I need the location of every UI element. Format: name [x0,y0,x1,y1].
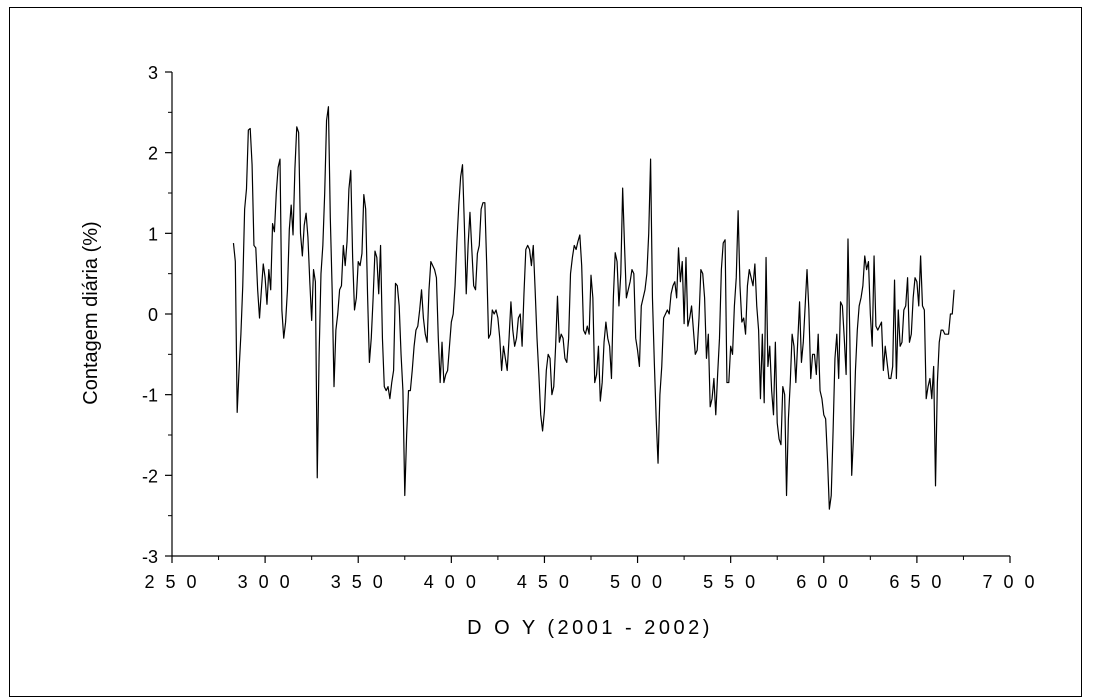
y-tick-label: 1 [148,224,158,244]
x-axis: 2 5 0 3 0 0 3 5 0 4 0 0 4 5 0 5 0 0 5 5 0 6 0 0… [144,555,1037,592]
x-tick-label: 6 5 0 [889,572,944,592]
y-tick-label: 3 [148,63,158,83]
y-axis: -3 -2 -1 0 1 2 3 [142,63,173,567]
x-tick-label: 3 5 0 [331,572,386,592]
y-tick-label: -1 [142,386,158,406]
x-tick-label: 5 5 0 [703,572,758,592]
series-line [232,106,955,510]
y-axis-title: Contagem diária (%) [80,221,102,404]
x-tick-label: 4 0 0 [424,572,479,592]
y-tick-label: 2 [148,144,158,164]
x-tick-label: 4 5 0 [517,572,572,592]
x-axis-title: D O Y (2001 - 2002) [467,617,713,639]
x-tick-label: 7 0 0 [982,572,1037,592]
y-tick-label: -3 [142,547,158,567]
x-tick-label: 2 5 0 [144,572,199,592]
x-tick-label: 6 0 0 [796,572,851,592]
x-tick-label: 5 0 0 [610,572,665,592]
y-tick-label: -2 [142,466,158,486]
y-tick-label: 0 [148,305,158,325]
x-tick-label: 3 0 0 [238,572,293,592]
